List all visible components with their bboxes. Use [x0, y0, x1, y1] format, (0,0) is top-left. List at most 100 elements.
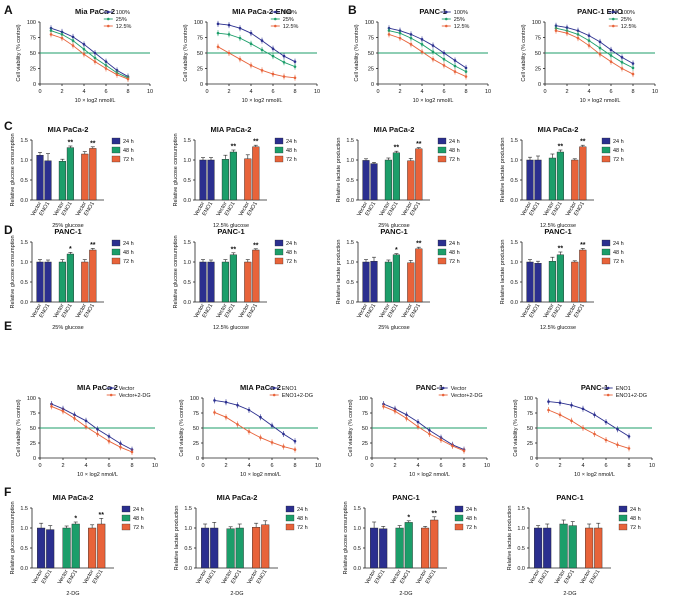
chart-F1: MIA PaCa-2 0.0 0.5 1.0 1.5 Relative glucose c… — [10, 493, 144, 597]
x-tick-label: 6 — [439, 463, 442, 469]
legend-label: 48 h — [123, 148, 134, 154]
x-tick-label: 10 — [147, 89, 153, 95]
x-axis-label: 10 × log2 nmol/L — [77, 472, 118, 478]
data-point — [593, 413, 596, 417]
y-tick-label: 1.0 — [20, 260, 28, 266]
data-point — [428, 429, 431, 432]
data-point — [558, 413, 562, 417]
chart-D4: PANC-1 0.0 0.5 1.0 1.5 Relative lactate produ… — [500, 227, 624, 331]
x-tick-label: 0 — [201, 463, 204, 469]
legend-label: 48 h — [449, 148, 460, 154]
data-point — [271, 47, 275, 50]
legend-label: 12.5% — [283, 24, 299, 30]
data-point — [249, 42, 253, 45]
significance-mark: ** — [90, 140, 96, 147]
legend-label: 48 h — [286, 250, 297, 256]
y-tick-label: 100 — [365, 20, 374, 26]
data-point — [631, 66, 635, 70]
data-point — [84, 419, 88, 423]
legend-label: 48 h — [297, 516, 308, 522]
x-tick-label: 0 — [535, 463, 538, 469]
series-line-25% — [217, 32, 296, 68]
y-tick-label: 1.0 — [346, 158, 354, 164]
series-line-100% — [217, 23, 296, 63]
x-tick-label: 4 — [581, 463, 584, 469]
bar — [404, 522, 413, 569]
data-point — [49, 33, 53, 36]
chart-title: MIA PaCa-2 — [48, 125, 89, 134]
data-point — [282, 432, 285, 436]
y-tick-label: 0.5 — [517, 546, 525, 552]
y-tick-label: 50 — [193, 426, 199, 432]
legend-label: 72 h — [449, 259, 460, 265]
data-point — [576, 29, 580, 32]
legend-label: 48 h — [123, 250, 134, 256]
legend-label: 72 h — [286, 259, 297, 265]
data-point — [293, 439, 297, 443]
chart-title: MIA PaCa-2-ENO — [232, 7, 292, 16]
y-tick-label: 1.5 — [183, 138, 191, 144]
series-line-100% — [388, 27, 467, 69]
legend-marker — [612, 10, 615, 14]
legend-label: 25% — [116, 17, 127, 23]
chart-title: MIA PaCa-2 — [211, 125, 252, 134]
data-point — [420, 50, 424, 54]
bar — [362, 261, 370, 303]
y-tick-label: 1.0 — [510, 260, 518, 266]
legend-swatch — [618, 505, 628, 513]
y-axis-label: Relative lactate production — [507, 506, 513, 571]
y-tick-label: 100 — [27, 20, 36, 26]
data-point — [249, 64, 253, 67]
data-point — [462, 449, 466, 453]
significance-mark: ** — [416, 241, 422, 248]
data-point — [609, 54, 613, 57]
bar — [89, 148, 97, 201]
panel-letter-E: E — [4, 319, 12, 333]
legend-label: 12.5% — [621, 24, 637, 30]
series-line-Vector+2-DG — [383, 405, 465, 452]
x-tick-label: 8 — [130, 463, 133, 469]
y-tick-label: 0 — [196, 456, 199, 462]
legend-swatch — [111, 257, 121, 265]
legend-label: 100% — [116, 10, 130, 16]
legend-label: Vector — [119, 386, 135, 392]
data-point — [616, 443, 619, 447]
y-tick-label: 0.0 — [20, 566, 28, 572]
bar — [226, 528, 235, 569]
data-point — [238, 36, 242, 40]
y-tick-label: 1.0 — [346, 260, 354, 266]
legend-swatch — [437, 137, 447, 145]
data-point — [227, 51, 231, 55]
bar — [244, 261, 252, 303]
legend-swatch — [454, 505, 464, 513]
data-point — [576, 33, 580, 36]
y-tick-label: 0.5 — [184, 546, 192, 552]
data-point — [453, 59, 457, 62]
data-point — [259, 415, 262, 419]
panel-letter-B: B — [348, 3, 357, 17]
data-point — [260, 39, 264, 42]
x-tick-label: 0 — [38, 89, 41, 95]
x-tick-label: 6 — [609, 89, 612, 95]
series-line-25% — [388, 30, 467, 73]
y-tick-label: 50 — [527, 426, 533, 432]
data-point — [93, 60, 97, 63]
legend-swatch — [121, 523, 131, 531]
chart-title: PANC-1 — [556, 493, 583, 502]
y-tick-label: 100 — [194, 20, 203, 26]
chart-title: PANC-1 — [392, 493, 419, 502]
chart-title: MIA PaCa-2 — [77, 383, 118, 392]
data-point — [604, 438, 608, 442]
significance-mark: ** — [580, 139, 586, 146]
y-tick-label: 1.5 — [353, 506, 361, 512]
y-tick-label: 1.0 — [20, 158, 28, 164]
legend-label: 48 h — [466, 516, 477, 522]
legend-swatch — [601, 137, 611, 145]
y-tick-label: 1.0 — [183, 260, 191, 266]
legend-swatch — [121, 514, 131, 522]
group-label: 25% glucose — [52, 223, 84, 229]
y-tick-label: 0.0 — [346, 300, 354, 306]
legend-swatch — [111, 137, 121, 145]
panel-letter-F: F — [4, 485, 11, 499]
